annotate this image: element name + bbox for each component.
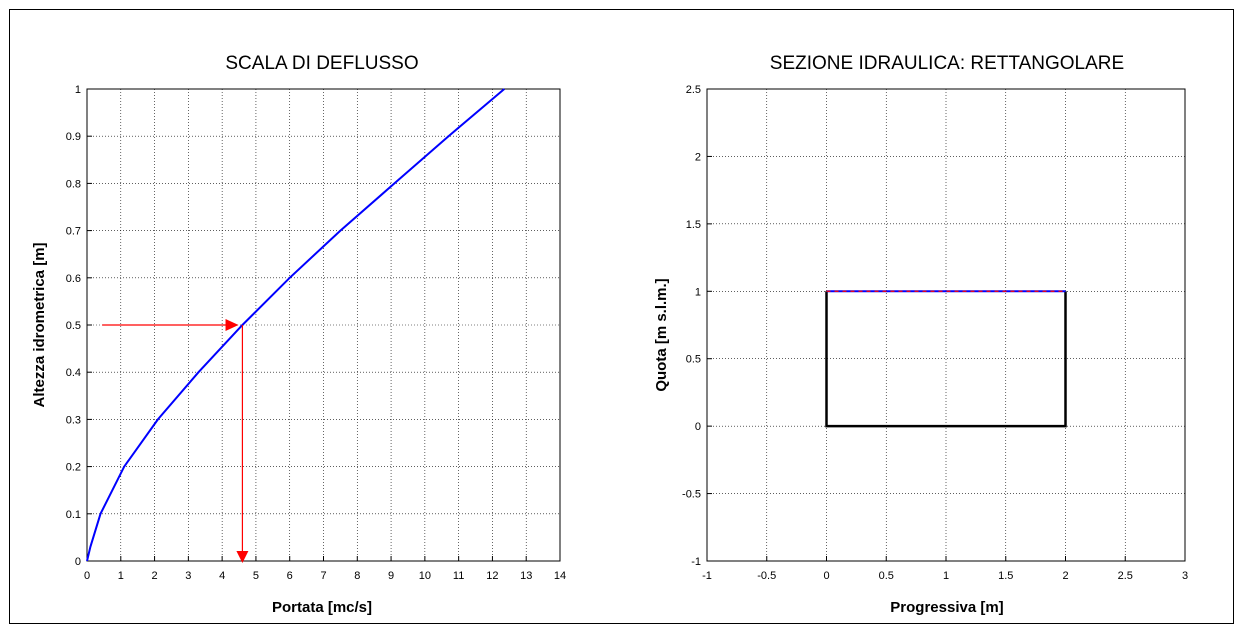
y-tick-label: 0.1 [66, 509, 81, 521]
x-tick-label: 7 [320, 570, 326, 582]
x-tick-label: 12 [486, 570, 498, 582]
x-tick-label: 10 [419, 570, 431, 582]
y-tick-label: 0.3 [66, 414, 81, 426]
y-axis-label: Altezza idrometrica [m] [31, 242, 48, 407]
x-tick-label: 3 [1182, 570, 1188, 582]
y-tick-label: 0 [695, 421, 701, 433]
rating-curve-line [86, 88, 505, 562]
y-tick-label: 1.5 [686, 219, 701, 231]
x-tick-label: -0.5 [757, 570, 776, 582]
x-tick-label: 0 [84, 570, 90, 582]
y-tick-label: 0 [75, 556, 81, 568]
x-tick-label: 2.5 [1118, 570, 1133, 582]
y-tick-label: 0.4 [66, 367, 81, 379]
x-tick-label: 5 [253, 570, 259, 582]
y-tick-label: 2.5 [686, 84, 701, 96]
x-tick-label: 9 [388, 570, 394, 582]
x-tick-label: 1 [943, 570, 949, 582]
chart-title: SCALA DI DEFLUSSO [225, 53, 418, 74]
y-tick-label: -1 [691, 556, 701, 568]
x-tick-label: 0 [823, 570, 829, 582]
x-tick-label: 4 [219, 570, 225, 582]
rating-curve-chart: SCALA DI DEFLUSSO Portata [mc/s] Altezza… [31, 53, 566, 616]
figure-frame: SCALA DI DEFLUSSO Portata [mc/s] Altezza… [9, 9, 1234, 624]
y-tick-label: 1 [695, 286, 701, 298]
x-tick-label: 8 [354, 570, 360, 582]
y-tick-label: 2 [695, 151, 701, 163]
x-axis-label: Portata [mc/s] [272, 599, 372, 616]
x-tick-label: 3 [185, 570, 191, 582]
y-tick-label: 0.7 [66, 226, 81, 238]
height-arrow-head [225, 319, 239, 331]
y-tick-label: 0.6 [66, 273, 81, 285]
x-tick-label: 0.5 [879, 570, 894, 582]
y-tick-label: 0.5 [686, 354, 701, 366]
discharge-arrow-head [236, 551, 249, 563]
y-tick-label: 1 [75, 84, 81, 96]
x-tick-label: 2 [152, 570, 158, 582]
y-tick-label: 0.8 [66, 178, 81, 190]
y-tick-label: 0.5 [66, 320, 81, 332]
x-tick-label: 13 [520, 570, 532, 582]
y-tick-label: -0.5 [682, 489, 701, 501]
x-axis-label: Progressiva [m] [890, 599, 1003, 616]
hydraulic-section-chart: SEZIONE IDRAULICA: RETTANGOLARE Progress… [653, 53, 1188, 616]
x-tick-label: 6 [287, 570, 293, 582]
y-axis-label: Quota [m s.l.m.] [653, 278, 670, 391]
y-tick-label: 0.2 [66, 462, 81, 474]
x-tick-label: 14 [554, 570, 566, 582]
x-tick-label: 1 [118, 570, 124, 582]
x-tick-label: 1.5 [998, 570, 1013, 582]
x-tick-label: 11 [453, 570, 464, 582]
chart-title: SEZIONE IDRAULICA: RETTANGOLARE [770, 53, 1124, 74]
plot-area-border [706, 88, 1186, 562]
figure-canvas: SCALA DI DEFLUSSO Portata [mc/s] Altezza… [31, 53, 1188, 616]
y-tick-label: 0.9 [66, 131, 81, 143]
x-tick-label: 2 [1062, 570, 1068, 582]
x-tick-label: -1 [702, 570, 712, 582]
channel-section-outline [825, 291, 1067, 428]
